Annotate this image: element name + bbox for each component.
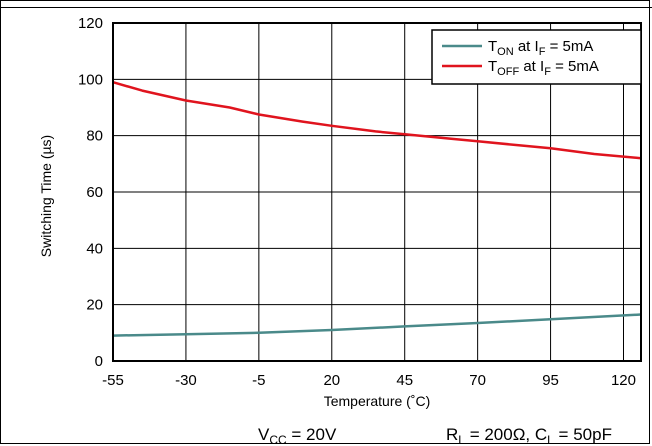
condition-load: RL = 200Ω, CL = 50pF xyxy=(446,425,612,446)
series-line-ton xyxy=(112,313,642,337)
legend-box xyxy=(431,29,642,85)
y-tick-label-2: 40 xyxy=(86,240,103,257)
x-tick-label-2: -5 xyxy=(252,372,265,389)
condition-vcc: VCC = 20V xyxy=(258,425,337,446)
y-tick-label-1: 20 xyxy=(86,297,103,314)
y-tick-label-5: 100 xyxy=(78,71,103,88)
y-tick-labels: 0 20 40 60 80 100 120 xyxy=(78,15,103,370)
legend: TON at IF = 5mA TOFF at IF = 5mA xyxy=(431,29,642,85)
plot-border xyxy=(112,22,642,362)
y-tick-label-0: 0 xyxy=(95,353,103,370)
y-tick-label-4: 80 xyxy=(86,128,103,145)
y-axis-label: Switching Time (µs) xyxy=(38,135,54,257)
x-tick-labels: -55 -30 -5 20 45 70 95 120 xyxy=(102,372,636,389)
x-tick-label-6: 95 xyxy=(542,372,559,389)
x-tick-label-3: 20 xyxy=(323,372,340,389)
x-tick-label-7: 120 xyxy=(611,372,636,389)
x-tick-label-1: -30 xyxy=(175,372,197,389)
x-axis-label: Temperature (˚C) xyxy=(324,393,431,409)
plot-series xyxy=(112,80,642,337)
x-tick-label-4: 45 xyxy=(396,372,413,389)
x-tick-label-0: -55 xyxy=(102,372,124,389)
y-tick-label-3: 60 xyxy=(86,184,103,201)
legend-label-toff: TOFF at IF = 5mA xyxy=(488,58,599,78)
figure-top-band xyxy=(0,0,652,8)
legend-label-ton: TON at IF = 5mA xyxy=(488,38,593,58)
y-tick-label-6: 120 xyxy=(78,15,103,32)
series-line-toff xyxy=(112,80,642,160)
x-tick-label-5: 70 xyxy=(469,372,486,389)
